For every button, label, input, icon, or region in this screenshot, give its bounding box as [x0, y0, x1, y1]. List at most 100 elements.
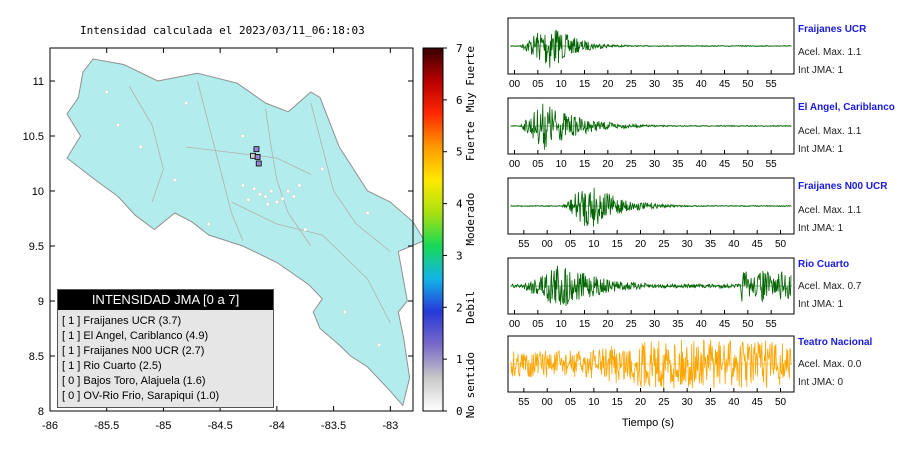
time-tick-label: 15	[612, 397, 624, 408]
time-tick-label: 10	[556, 79, 568, 90]
time-tick-label: 05	[532, 79, 544, 90]
x-tick-label: -85.5	[94, 420, 119, 432]
station-jma-intensity: Int JMA: 1	[798, 144, 844, 155]
time-axis-label: Tiempo (s)	[622, 417, 674, 429]
intensity-legend: INTENSIDAD JMA [0 a 7] [ 1 ] Fraijanes U…	[57, 289, 274, 408]
legend-item: [ 1 ] Rio Cuarto (2.5)	[62, 360, 162, 372]
waveform-trace	[510, 187, 792, 227]
network-station-dot	[297, 183, 302, 188]
network-station-dot	[280, 196, 285, 201]
legend-list: [ 1 ] Fraijanes UCR (3.7) [ 1 ] El Angel…	[58, 310, 273, 404]
time-tick-label: 40	[728, 397, 740, 408]
x-tick-label: -86	[42, 420, 58, 432]
network-station-dot	[274, 199, 279, 205]
time-tick-label: 30	[649, 159, 661, 170]
waveform-trace	[510, 29, 792, 68]
time-tick-label: 25	[626, 79, 638, 90]
waveform-trace	[510, 339, 792, 389]
network-station-dot	[172, 177, 177, 183]
time-tick-label: 35	[672, 159, 684, 170]
station-max-accel: Acel. Max. 1.1	[798, 205, 862, 216]
waveform-trace	[511, 265, 792, 306]
station-max-accel: Acel. Max. 0.0	[798, 359, 862, 370]
time-tick-label: 20	[602, 79, 614, 90]
station-jma-intensity: Int JMA: 1	[798, 299, 844, 310]
colorbar-category-label: Fuerte	[464, 121, 477, 161]
time-tick-label: 10	[556, 159, 568, 170]
time-tick-label: 50	[742, 159, 754, 170]
network-station-dot	[257, 192, 262, 197]
map-title: Intensidad calculada el 2023/03/11_06:18…	[80, 24, 365, 37]
time-tick-label: 35	[672, 319, 684, 330]
y-tick-label: 9.5	[29, 241, 44, 253]
time-tick-label: 30	[682, 397, 694, 408]
network-station-dot	[365, 210, 370, 216]
station-name: Teatro Nacional	[798, 337, 873, 348]
time-tick-label: 10	[588, 239, 600, 250]
colorbar-category-label: Moderado	[464, 193, 477, 246]
time-tick-label: 30	[682, 239, 694, 250]
station-name: El Angel, Cariblanco	[798, 102, 895, 113]
network-station-dot	[342, 309, 347, 315]
time-tick-label: 35	[705, 239, 717, 250]
station-jma-intensity: Int JMA: 0	[798, 377, 844, 388]
map-frame	[49, 47, 414, 412]
station-max-accel: Acel. Max. 0.7	[798, 281, 862, 292]
time-tick-label: 40	[728, 239, 740, 250]
seismogram-panel: 00 05 10 15 20 25 30 35 40 45 50 55	[507, 97, 795, 170]
network-station-dot	[240, 133, 245, 139]
network-station-dot	[376, 342, 382, 348]
time-tick-label: 45	[719, 159, 731, 170]
province-border	[197, 80, 244, 241]
station-name: Rio Cuarto	[798, 259, 850, 270]
time-tick-label: 55	[766, 319, 778, 330]
time-tick-label: 25	[658, 397, 670, 408]
time-tick-label: 45	[752, 239, 764, 250]
legend-item: [ 0 ] OV-Rio Frio, Sarapiqui (1.0)	[62, 390, 220, 402]
time-tick-label: 55	[766, 159, 778, 170]
station-max-accel: Acel. Max. 1.1	[798, 126, 862, 137]
time-tick-label: 00	[509, 79, 521, 90]
time-tick-label: 05	[532, 319, 544, 330]
network-station-dot	[263, 194, 268, 199]
time-tick-label: 05	[532, 159, 544, 170]
network-station-dot	[252, 186, 257, 191]
time-tick-label: 50	[775, 397, 787, 408]
colorbar-scale	[422, 47, 444, 412]
x-tick-label: -83	[382, 420, 398, 432]
station-jma-intensity: Int JMA: 1	[798, 65, 844, 76]
time-tick-label: 00	[509, 159, 521, 170]
time-tick-label: 05	[565, 239, 577, 250]
network-station-dot	[116, 122, 121, 128]
time-tick-label: 15	[579, 159, 591, 170]
y-tick-label: 10	[32, 186, 44, 198]
station-marker	[253, 146, 260, 153]
station-max-accel: Acel. Max. 1.1	[798, 47, 862, 58]
colorbar-category-label: Muy Fuerte	[464, 46, 477, 112]
seismogram-panel: 55 00 05 10 15 20 25 30 35 40 45 50	[507, 335, 795, 408]
station-marker	[255, 160, 262, 167]
y-tick-label: 10.5	[23, 131, 44, 143]
time-tick-label: 15	[579, 319, 591, 330]
x-tick-label: -84	[269, 420, 285, 432]
province-border	[129, 86, 164, 203]
x-tick-label: -84.5	[208, 420, 233, 432]
legend-item: [ 0 ] Bajos Toro, Alajuela (1.6)	[62, 375, 206, 387]
time-tick-label: 15	[612, 239, 624, 250]
network-station-dot	[265, 202, 270, 207]
legend-item: [ 1 ] Fraijanes N00 UCR (2.7)	[62, 345, 205, 357]
y-tick-label: 8	[38, 406, 44, 418]
x-tick-label: -83.5	[321, 420, 346, 432]
time-tick-label: 35	[672, 79, 684, 90]
colorbar-tick-label: 2	[456, 301, 463, 314]
time-tick-label: 50	[775, 239, 787, 250]
time-tick-label: 40	[696, 159, 708, 170]
time-tick-label: 45	[719, 79, 731, 90]
time-tick-label: 00	[542, 397, 554, 408]
time-tick-label: 55	[766, 79, 778, 90]
seismogram-panel: 55 00 05 10 15 20 25 30 35 40 45 50	[507, 177, 795, 250]
time-tick-label: 55	[518, 397, 530, 408]
